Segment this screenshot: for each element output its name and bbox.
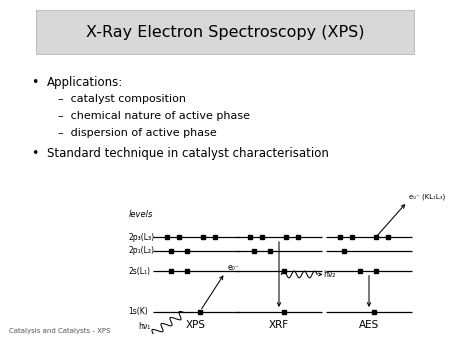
Text: Catalysis and Catalysts - XPS: Catalysis and Catalysts - XPS [9, 328, 110, 334]
Text: –  catalyst composition: – catalyst composition [58, 94, 186, 104]
Text: 2p₁(L₂): 2p₁(L₂) [128, 246, 154, 255]
Text: Standard technique in catalyst characterisation: Standard technique in catalyst character… [47, 147, 329, 160]
Text: –  dispersion of active phase: – dispersion of active phase [58, 128, 217, 138]
Text: X-Ray Electron Spectroscopy (XPS): X-Ray Electron Spectroscopy (XPS) [86, 25, 364, 40]
Text: e₀⁻: e₀⁻ [227, 263, 239, 272]
Text: •: • [32, 76, 39, 89]
Text: hν₁: hν₁ [139, 322, 151, 331]
Text: e₀⁻ (KL₁L₃): e₀⁻ (KL₁L₃) [409, 194, 445, 200]
Text: 2p₃(L₃): 2p₃(L₃) [128, 233, 154, 242]
Text: XPS: XPS [186, 319, 206, 330]
Text: •: • [32, 147, 39, 160]
FancyBboxPatch shape [36, 10, 414, 54]
Text: hν₂: hν₂ [324, 270, 336, 279]
Text: levels: levels [128, 210, 153, 219]
Text: XRF: XRF [269, 319, 289, 330]
Text: AES: AES [359, 319, 379, 330]
Text: 2s(L₁): 2s(L₁) [128, 267, 150, 275]
Text: Applications:: Applications: [47, 76, 123, 89]
Text: 1s(K): 1s(K) [128, 307, 148, 316]
Text: –  chemical nature of active phase: – chemical nature of active phase [58, 111, 251, 121]
